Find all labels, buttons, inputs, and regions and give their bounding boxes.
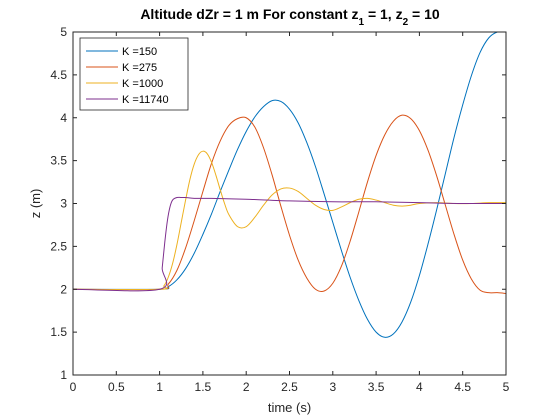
- legend-label: K =1000: [122, 78, 163, 90]
- x-tick-label: 2.5: [281, 380, 298, 394]
- x-tick-label: 3.5: [368, 380, 385, 394]
- x-axis: 0 0.5 1 1.5 2 2.5 3 3.5 4 4.5 5: [70, 32, 510, 394]
- x-tick-label: 2: [243, 380, 250, 394]
- series-line-3: [73, 150, 506, 291]
- y-tick-label: 1.5: [50, 325, 67, 339]
- x-tick-label: 0: [70, 380, 77, 394]
- y-tick-label: 1: [60, 368, 67, 382]
- y-tick-label: 3: [60, 197, 67, 211]
- series-line-2: [73, 114, 506, 295]
- x-tick-label: 1.5: [195, 380, 212, 394]
- legend: K =150 K =275 K =1000 K =11740: [79, 37, 189, 111]
- y-tick-label: 2.5: [50, 239, 67, 253]
- x-tick-label: 1: [156, 380, 163, 394]
- x-tick-label: 4.5: [454, 380, 471, 394]
- legend-label: K =11740: [122, 94, 169, 106]
- series-line-1: [73, 32, 506, 338]
- series-line-4: [73, 196, 506, 292]
- x-axis-label: time (s): [268, 400, 311, 415]
- x-tick-label: 3: [329, 380, 336, 394]
- y-tick-label: 3.5: [50, 154, 67, 168]
- series-layer: [73, 32, 506, 338]
- y-tick-label: 4.5: [50, 68, 67, 82]
- y-axis-label: z (m): [28, 189, 43, 219]
- legend-label: K =275: [122, 62, 157, 74]
- legend-box: [79, 37, 189, 111]
- y-axis: 1 1.5 2 2.5 3 3.5 4 4.5 5: [50, 25, 506, 382]
- x-tick-label: 5: [503, 380, 510, 394]
- x-tick-label: 4: [416, 380, 423, 394]
- x-tick-label: 0.5: [108, 380, 125, 394]
- legend-label: K =150: [122, 46, 157, 58]
- y-tick-label: 2: [60, 282, 67, 296]
- chart-title: Altitude dZr = 1 m For constant z1 = 1, …: [140, 6, 440, 28]
- y-tick-label: 4: [60, 111, 67, 125]
- y-tick-label: 5: [60, 25, 67, 39]
